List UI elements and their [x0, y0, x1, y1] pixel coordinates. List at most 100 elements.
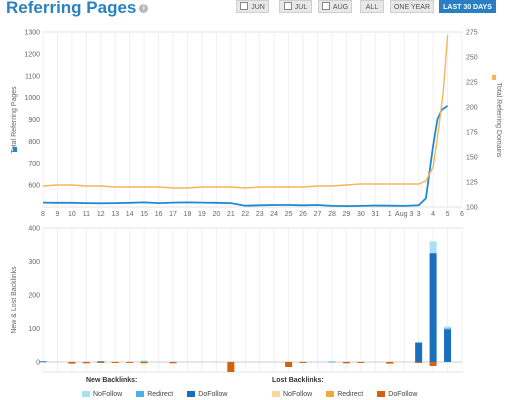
legend-lost-redirect[interactable]: Redirect — [326, 391, 363, 398]
range-button-label: LAST 30 DAYS — [443, 4, 492, 11]
legend-new-dofollow[interactable]: DoFollow — [187, 391, 227, 398]
x-tick-label: 31 — [371, 211, 379, 218]
new-backlinks-title: New Backlinks: — [86, 377, 138, 384]
x-tick-label: 11 — [83, 211, 90, 218]
x-tick-label: 9 — [55, 211, 59, 218]
lost-dofollow-bar — [386, 361, 394, 364]
y-right-tick-label: 200 — [466, 105, 478, 112]
range-button-aug[interactable]: AUG — [318, 0, 352, 13]
lost-dofollow-bar — [169, 361, 177, 364]
x-tick-label: 10 — [68, 211, 76, 218]
lost-backlinks-legend-items: NoFollow Redirect DoFollow — [272, 391, 431, 398]
lost-nofollow-bar — [140, 362, 148, 365]
checkbox-icon[interactable] — [240, 2, 249, 10]
page-title-text: Referring Pages — [6, 0, 137, 17]
y-left-tick-label: 800 — [28, 139, 40, 146]
page-title: Referring Pages i — [6, 0, 149, 18]
lost-dofollow-bar — [415, 361, 423, 363]
x-tick-label: 13 — [111, 211, 119, 218]
x-tick-label: 26 — [299, 211, 307, 218]
new-dofollow-bar — [39, 361, 47, 363]
y-right-tick-label: 150 — [466, 155, 478, 162]
lost-dofollow-bar — [82, 361, 90, 364]
x-tick-label: 6 — [460, 211, 464, 218]
lost-dofollow-bar — [429, 361, 437, 366]
range-button-jun[interactable]: JUN — [236, 0, 269, 13]
x-tick-label: 16 — [155, 211, 163, 218]
y-bars-tick-label: 100 — [28, 326, 40, 333]
new-nofollow-bar — [212, 361, 220, 363]
x-tick-label: 3 — [417, 211, 421, 218]
y-right-tick-label: 225 — [466, 80, 478, 87]
checkbox-icon[interactable] — [321, 2, 330, 10]
y-right-tick-label: 175 — [466, 130, 478, 137]
x-tick-label: 27 — [314, 211, 322, 218]
lost-dofollow-bar — [126, 361, 134, 363]
new-nofollow-bar — [328, 360, 336, 362]
y-bars-tick-label: 300 — [28, 259, 40, 266]
legend-new-redirect[interactable]: Redirect — [136, 391, 173, 398]
x-tick-label: 17 — [169, 211, 177, 218]
new-redirect-bar — [444, 328, 452, 330]
x-tick-label: Aug 3 — [395, 211, 413, 218]
y-right-tick-label: 125 — [466, 180, 478, 187]
lost-backlinks-title: Lost Backlinks: — [272, 377, 324, 384]
y-left-tick-label: 900 — [28, 117, 40, 124]
range-button-jul[interactable]: JUL — [279, 0, 312, 13]
range-button-label: JUL — [294, 4, 308, 11]
range-button-all[interactable]: ALL — [360, 0, 384, 13]
lost-dofollow-bar — [111, 361, 119, 363]
range-button-label: ALL — [365, 4, 379, 11]
y-left-tick-label: 1100 — [25, 73, 40, 80]
x-tick-label: 24 — [270, 211, 278, 218]
y-left-tick-label: 1000 — [24, 95, 40, 102]
y-right-axis-title: Total Referring Domains — [495, 82, 502, 158]
y-right-marker — [492, 75, 496, 80]
range-button-label: AUG — [332, 4, 349, 11]
checkbox-icon[interactable] — [283, 2, 292, 10]
new-dofollow-bar — [97, 361, 105, 363]
new-nofollow-bar — [444, 326, 452, 329]
y-left-tick-label: 700 — [28, 161, 40, 168]
x-tick-label: 23 — [256, 211, 264, 218]
x-tick-label: 29 — [343, 211, 351, 218]
range-button-label: ONE YEAR — [393, 4, 431, 11]
y-bars-tick-label: 400 — [28, 226, 40, 233]
lost-dofollow-bar — [357, 361, 365, 363]
lost-dofollow-bar — [227, 361, 235, 372]
x-tick-label: 25 — [285, 211, 293, 218]
y-left-tick-label: 1300 — [24, 30, 40, 37]
legend-new-nofollow[interactable]: NoFollow — [82, 391, 122, 398]
new-nofollow-bar — [429, 241, 437, 254]
legend-lost-dofollow[interactable]: DoFollow — [377, 391, 417, 398]
bottom-plot-frame — [42, 227, 463, 373]
x-tick-label: 20 — [212, 211, 220, 218]
y-right-tick-label: 100 — [466, 205, 478, 212]
range-button-last-30-days[interactable]: LAST 30 DAYS — [439, 0, 496, 13]
y-right-tick-label: 250 — [466, 55, 478, 62]
lost-dofollow-bar — [342, 361, 350, 364]
lost-dofollow-bar — [285, 361, 293, 367]
new-dofollow-bar — [444, 329, 452, 362]
top-plot-frame — [42, 31, 463, 208]
x-tick-label: 8 — [41, 211, 45, 218]
lost-dofollow-bar — [299, 361, 307, 363]
range-button-one-year[interactable]: ONE YEAR — [390, 0, 434, 13]
x-tick-label: 19 — [198, 211, 206, 218]
referring-pages-line — [42, 105, 449, 208]
x-tick-label: 12 — [97, 211, 105, 218]
x-tick-label: 1 — [388, 211, 392, 218]
new-backlinks-legend: New Backlinks: — [86, 377, 137, 384]
y-bars-axis-title: New & Lost Backlinks — [11, 266, 18, 334]
x-tick-label: 14 — [126, 211, 134, 218]
x-tick-label: 28 — [328, 211, 336, 218]
info-icon[interactable]: i — [139, 4, 149, 14]
new-dofollow-bar — [429, 253, 437, 362]
x-tick-label: 18 — [184, 211, 192, 218]
y-left-marker — [13, 147, 17, 152]
x-tick-label: 5 — [446, 211, 450, 218]
y-left-tick-label: 600 — [28, 183, 40, 190]
new-backlinks-legend-items: NoFollow Redirect DoFollow — [82, 391, 241, 398]
legend-lost-nofollow[interactable]: NoFollow — [272, 391, 312, 398]
